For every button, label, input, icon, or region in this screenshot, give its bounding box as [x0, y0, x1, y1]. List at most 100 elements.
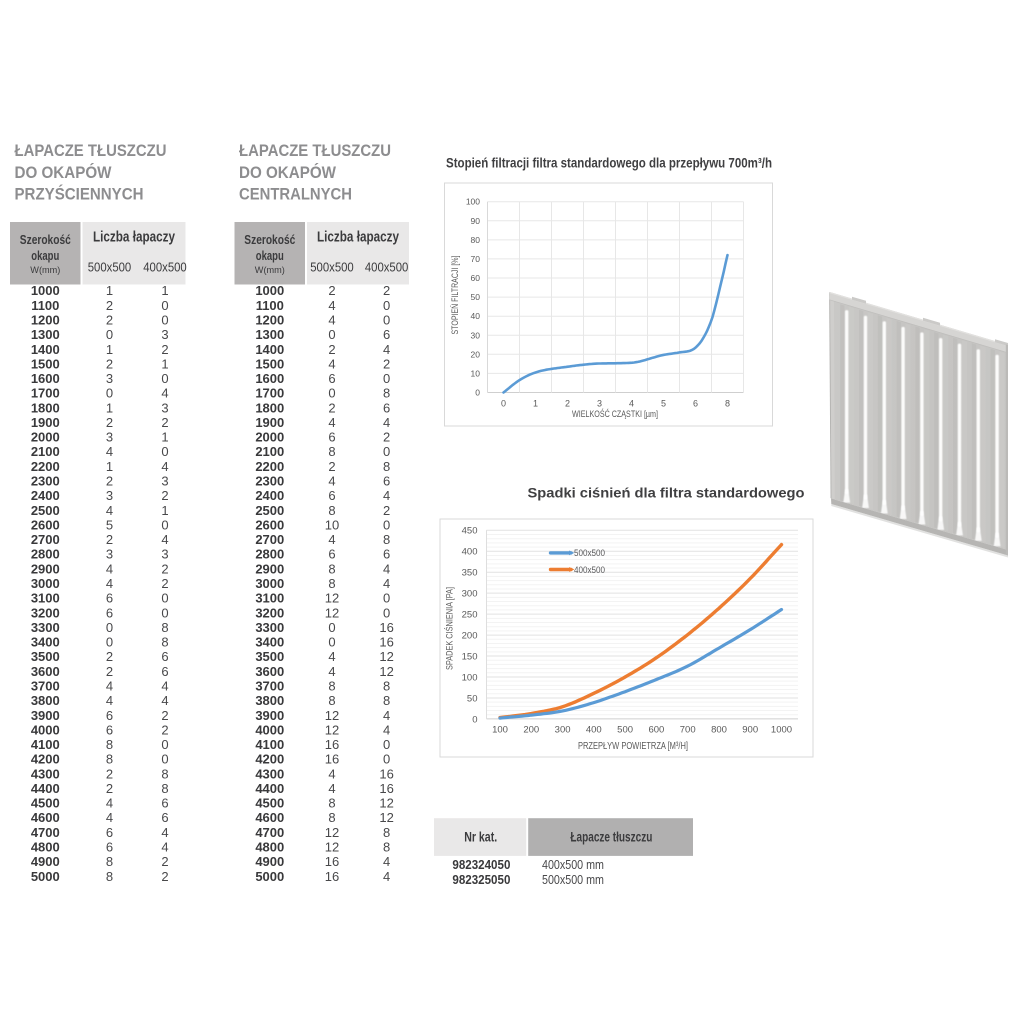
svg-text:4: 4 — [161, 840, 168, 855]
svg-text:3100: 3100 — [31, 591, 60, 606]
svg-text:2: 2 — [106, 298, 113, 313]
svg-text:6: 6 — [328, 371, 335, 386]
svg-text:6: 6 — [383, 547, 390, 562]
svg-text:70: 70 — [471, 254, 481, 264]
svg-text:6: 6 — [106, 840, 113, 855]
svg-text:4: 4 — [328, 781, 335, 796]
svg-text:200: 200 — [462, 631, 478, 642]
svg-text:16: 16 — [325, 869, 339, 884]
svg-text:16: 16 — [379, 781, 393, 796]
svg-text:6: 6 — [328, 488, 335, 503]
svg-text:4: 4 — [328, 649, 335, 664]
svg-text:4800: 4800 — [255, 840, 284, 855]
svg-text:2600: 2600 — [255, 517, 284, 532]
svg-text:6: 6 — [106, 591, 113, 606]
svg-text:1: 1 — [533, 399, 538, 409]
svg-text:6: 6 — [161, 664, 168, 679]
svg-text:30: 30 — [471, 330, 481, 340]
svg-text:2200: 2200 — [255, 459, 284, 474]
svg-text:12: 12 — [325, 591, 339, 606]
svg-text:0: 0 — [106, 635, 113, 650]
svg-text:10: 10 — [325, 517, 339, 532]
svg-text:3100: 3100 — [255, 591, 284, 606]
svg-text:1500: 1500 — [31, 356, 60, 371]
svg-text:16: 16 — [325, 752, 339, 767]
svg-text:900: 900 — [742, 725, 758, 736]
svg-text:12: 12 — [379, 664, 393, 679]
svg-text:4: 4 — [106, 693, 113, 708]
svg-text:4200: 4200 — [255, 752, 284, 767]
svg-text:6: 6 — [383, 400, 390, 415]
svg-text:50: 50 — [471, 292, 481, 302]
svg-text:3800: 3800 — [255, 693, 284, 708]
svg-text:4600: 4600 — [31, 810, 60, 825]
svg-text:0: 0 — [161, 605, 168, 620]
svg-text:6: 6 — [328, 547, 335, 562]
svg-text:5000: 5000 — [255, 869, 284, 884]
svg-text:12: 12 — [379, 810, 393, 825]
svg-text:400x500: 400x500 — [365, 259, 409, 274]
svg-text:12: 12 — [325, 825, 339, 840]
svg-text:2: 2 — [161, 722, 168, 737]
svg-text:2: 2 — [161, 415, 168, 430]
svg-text:2300: 2300 — [31, 474, 60, 489]
svg-text:2: 2 — [106, 532, 113, 547]
svg-text:ŁAPACZE TŁUSZCZU: ŁAPACZE TŁUSZCZU — [239, 142, 391, 160]
svg-text:4: 4 — [383, 561, 390, 576]
svg-text:2400: 2400 — [255, 488, 284, 503]
svg-text:2: 2 — [106, 313, 113, 328]
svg-text:4700: 4700 — [31, 825, 60, 840]
svg-text:3300: 3300 — [255, 620, 284, 635]
svg-text:4: 4 — [161, 693, 168, 708]
svg-text:4: 4 — [328, 356, 335, 371]
svg-text:4900: 4900 — [31, 854, 60, 869]
svg-text:0: 0 — [161, 737, 168, 752]
svg-text:3400: 3400 — [31, 635, 60, 650]
svg-text:4: 4 — [383, 488, 390, 503]
svg-text:8: 8 — [328, 679, 335, 694]
svg-text:2: 2 — [106, 474, 113, 489]
svg-text:0: 0 — [383, 605, 390, 620]
svg-text:3900: 3900 — [31, 708, 60, 723]
svg-text:Łapacze tłuszczu: Łapacze tłuszczu — [570, 830, 652, 845]
svg-text:Stopień filtracji filtra stand: Stopień filtracji filtra standardowego d… — [446, 155, 772, 170]
svg-text:3800: 3800 — [31, 693, 60, 708]
svg-text:300: 300 — [462, 589, 478, 600]
svg-text:0: 0 — [383, 371, 390, 386]
svg-text:6: 6 — [161, 810, 168, 825]
svg-text:4: 4 — [328, 766, 335, 781]
svg-text:4: 4 — [328, 664, 335, 679]
svg-text:60: 60 — [471, 273, 481, 283]
svg-text:0: 0 — [328, 327, 335, 342]
svg-text:50: 50 — [467, 693, 478, 704]
svg-text:3700: 3700 — [31, 679, 60, 694]
svg-text:8: 8 — [161, 781, 168, 796]
svg-text:0: 0 — [472, 714, 477, 725]
svg-text:400x500: 400x500 — [574, 565, 605, 576]
svg-text:1800: 1800 — [31, 400, 60, 415]
svg-text:Liczba łapaczy: Liczba łapaczy — [93, 230, 175, 246]
svg-text:982325050: 982325050 — [452, 873, 510, 887]
svg-text:2400: 2400 — [31, 488, 60, 503]
svg-text:4200: 4200 — [31, 752, 60, 767]
svg-text:W(mm): W(mm) — [30, 265, 60, 276]
svg-text:0: 0 — [383, 591, 390, 606]
svg-text:3: 3 — [161, 400, 168, 415]
svg-text:1: 1 — [106, 283, 113, 298]
svg-text:ŁAPACZE TŁUSZCZU: ŁAPACZE TŁUSZCZU — [15, 142, 167, 160]
svg-text:4: 4 — [383, 854, 390, 869]
svg-text:1100: 1100 — [256, 298, 284, 313]
svg-text:300: 300 — [555, 725, 571, 736]
svg-text:WIELKOŚĆ CZĄSTKI [µm]: WIELKOŚĆ CZĄSTKI [µm] — [572, 408, 658, 420]
svg-text:0: 0 — [161, 313, 168, 328]
svg-text:4000: 4000 — [31, 722, 60, 737]
svg-text:0: 0 — [383, 517, 390, 532]
svg-text:1000: 1000 — [31, 283, 60, 298]
svg-text:100: 100 — [462, 672, 478, 683]
svg-text:3: 3 — [106, 547, 113, 562]
svg-text:90: 90 — [471, 216, 481, 226]
svg-text:2: 2 — [161, 342, 168, 357]
svg-text:0: 0 — [383, 298, 390, 313]
svg-text:2100: 2100 — [31, 444, 60, 459]
svg-text:2: 2 — [565, 399, 570, 409]
